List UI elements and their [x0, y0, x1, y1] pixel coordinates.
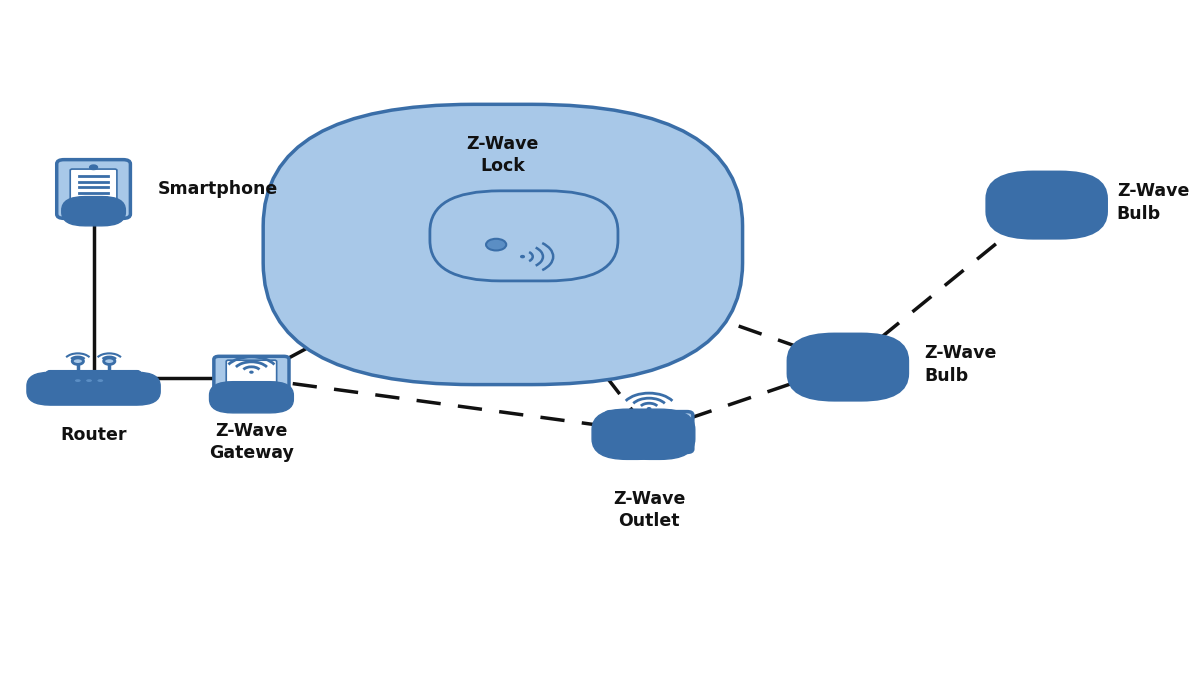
Circle shape — [486, 239, 506, 250]
Circle shape — [74, 379, 82, 383]
Circle shape — [103, 358, 115, 364]
Text: Z-Wave
Outlet: Z-Wave Outlet — [613, 489, 685, 530]
FancyBboxPatch shape — [263, 105, 743, 385]
Circle shape — [521, 256, 524, 258]
FancyBboxPatch shape — [592, 409, 672, 460]
FancyBboxPatch shape — [1015, 197, 1078, 229]
Text: Z-Wave
Bulb: Z-Wave Bulb — [924, 344, 996, 385]
Circle shape — [250, 371, 253, 373]
Circle shape — [823, 343, 872, 372]
FancyBboxPatch shape — [817, 359, 880, 391]
FancyBboxPatch shape — [48, 372, 139, 391]
Circle shape — [85, 379, 92, 383]
Circle shape — [647, 408, 650, 410]
Text: Router: Router — [60, 427, 127, 444]
FancyBboxPatch shape — [26, 373, 160, 405]
FancyBboxPatch shape — [605, 412, 692, 452]
Text: Z-Wave
Lock: Z-Wave Lock — [467, 135, 539, 176]
FancyBboxPatch shape — [614, 409, 695, 460]
Text: G: G — [665, 424, 680, 443]
Circle shape — [1022, 181, 1072, 210]
FancyBboxPatch shape — [56, 160, 131, 219]
FancyBboxPatch shape — [210, 381, 293, 413]
FancyBboxPatch shape — [71, 169, 116, 206]
Text: Z-Wave
Bulb: Z-Wave Bulb — [1117, 182, 1189, 223]
FancyBboxPatch shape — [430, 191, 618, 281]
Circle shape — [72, 358, 84, 364]
FancyBboxPatch shape — [214, 356, 289, 396]
FancyBboxPatch shape — [61, 196, 125, 226]
Text: Smartphone: Smartphone — [158, 180, 278, 198]
Circle shape — [97, 379, 104, 383]
Text: Z-Wave
Gateway: Z-Wave Gateway — [209, 422, 294, 462]
FancyBboxPatch shape — [986, 171, 1106, 238]
Circle shape — [90, 165, 97, 169]
FancyBboxPatch shape — [227, 360, 277, 388]
FancyBboxPatch shape — [787, 333, 908, 400]
